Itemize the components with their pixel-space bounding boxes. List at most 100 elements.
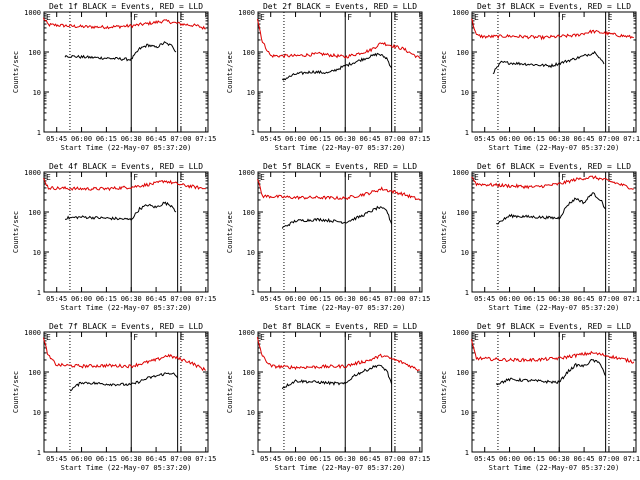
plot-frame [257, 171, 423, 293]
x-tick-label: 06:15 [524, 455, 545, 463]
x-tick-label: 07:15 [623, 455, 640, 463]
interval-marker-label: E [180, 333, 185, 342]
y-tick-label: 10 [247, 89, 255, 97]
interval-marker-label: F [347, 333, 352, 342]
y-tick-label: 100 [242, 369, 255, 377]
panel-9: Det 9f BLACK = Events, RED = LLD 1 10 100 10… [440, 322, 640, 472]
y-tick-label: 1 [465, 449, 469, 457]
x-tick-label: 07:15 [409, 455, 430, 463]
x-tick-label: 07:15 [409, 135, 430, 143]
y-tick-label: 1 [465, 289, 469, 297]
interval-marker-label: E [46, 13, 51, 22]
y-axis-label: Counts/sec [12, 51, 20, 93]
x-tick-label: 06:00 [285, 295, 306, 303]
x-tick-label: 07:15 [623, 135, 640, 143]
y-tick-label: 1000 [238, 169, 255, 177]
panel-1: Det 1f BLACK = Events, RED = LLD 1 10 100 10… [12, 2, 216, 152]
y-tick-label: 100 [28, 49, 41, 57]
x-tick-label: 06:45 [574, 295, 595, 303]
interval-marker-label: F [561, 333, 566, 342]
x-tick-label: 06:00 [71, 135, 92, 143]
interval-marker-label: E [180, 173, 185, 182]
panel-title: Det 1f BLACK = Events, RED = LLD [49, 2, 203, 11]
y-tick-label: 10 [33, 249, 41, 257]
lld-series-line [42, 17, 206, 30]
interval-marker-label: E [474, 173, 479, 182]
y-tick-label: 1 [251, 129, 255, 137]
events-series-line [64, 41, 177, 62]
x-tick-label: 06:30 [335, 455, 356, 463]
x-tick-label: 06:30 [121, 135, 142, 143]
y-tick-label: 1 [465, 129, 469, 137]
x-tick-label: 05:45 [474, 295, 495, 303]
y-tick-label: 10 [461, 409, 469, 417]
x-tick-label: 06:15 [96, 295, 117, 303]
interval-marker-label: E [46, 173, 51, 182]
y-tick-label: 100 [28, 369, 41, 377]
x-tick-label: 07:00 [384, 135, 405, 143]
y-tick-label: 10 [461, 249, 469, 257]
x-tick-label: 07:15 [409, 295, 430, 303]
x-tick-label: 05:45 [260, 455, 281, 463]
x-tick-label: 07:15 [623, 295, 640, 303]
y-tick-label: 10 [33, 409, 41, 417]
x-tick-label: 05:45 [474, 135, 495, 143]
x-tick-label: 06:15 [96, 455, 117, 463]
interval-marker-label: E [46, 333, 51, 342]
interval-marker-label: E [474, 13, 479, 22]
panel-title: Det 5f BLACK = Events, RED = LLD [263, 162, 417, 171]
y-tick-label: 1000 [452, 169, 469, 177]
events-series-line [281, 52, 393, 81]
interval-marker-label: F [561, 173, 566, 182]
x-tick-label: 06:30 [335, 135, 356, 143]
events-series-line [70, 372, 179, 392]
interval-marker-label: F [133, 333, 138, 342]
events-series-line [64, 201, 177, 222]
panel-title: Det 4f BLACK = Events, RED = LLD [49, 162, 203, 171]
x-tick-label: 06:30 [121, 295, 142, 303]
x-tick-label: 07:00 [384, 295, 405, 303]
y-tick-label: 1000 [452, 329, 469, 337]
plot-frame [471, 331, 637, 453]
x-axis-label: Start Time (22-May-07 05:37:20) [489, 144, 620, 152]
x-tick-label: 06:45 [574, 455, 595, 463]
interval-marker-label: E [180, 13, 185, 22]
x-tick-label: 06:45 [146, 135, 167, 143]
y-tick-label: 100 [456, 369, 469, 377]
events-series-line [496, 192, 606, 225]
plot-frame [257, 11, 423, 133]
x-tick-label: 06:00 [285, 135, 306, 143]
y-tick-label: 100 [456, 209, 469, 217]
x-tick-label: 05:45 [474, 455, 495, 463]
interval-marker-label: F [133, 173, 138, 182]
plot-frame [471, 11, 637, 133]
lld-series-line [256, 179, 421, 201]
x-tick-label: 06:00 [499, 295, 520, 303]
x-axis-label: Start Time (22-May-07 05:37:20) [489, 304, 620, 312]
interval-marker-label: E [394, 333, 399, 342]
x-tick-label: 06:45 [360, 135, 381, 143]
y-tick-label: 1 [37, 449, 41, 457]
x-axis-label: Start Time (22-May-07 05:37:20) [61, 144, 192, 152]
interval-marker-label: E [260, 13, 265, 22]
x-axis-label: Start Time (22-May-07 05:37:20) [275, 464, 406, 472]
y-tick-label: 10 [461, 89, 469, 97]
x-axis-label: Start Time (22-May-07 05:37:20) [61, 304, 192, 312]
lld-series-line [256, 336, 421, 372]
plot-frame [43, 171, 209, 293]
x-tick-label: 06:15 [524, 135, 545, 143]
x-tick-label: 07:15 [195, 455, 216, 463]
x-tick-label: 06:45 [146, 455, 167, 463]
y-tick-label: 1 [251, 289, 255, 297]
x-tick-label: 06:00 [285, 455, 306, 463]
x-tick-label: 07:00 [384, 455, 405, 463]
x-tick-label: 05:45 [46, 455, 67, 463]
interval-marker-label: E [394, 13, 399, 22]
x-axis-label: Start Time (22-May-07 05:37:20) [275, 144, 406, 152]
panel-5: Det 5f BLACK = Events, RED = LLD 1 10 100 10… [226, 162, 430, 312]
lld-series-line [470, 18, 634, 41]
x-tick-label: 06:45 [146, 295, 167, 303]
x-tick-label: 07:00 [598, 455, 619, 463]
y-tick-label: 10 [247, 409, 255, 417]
